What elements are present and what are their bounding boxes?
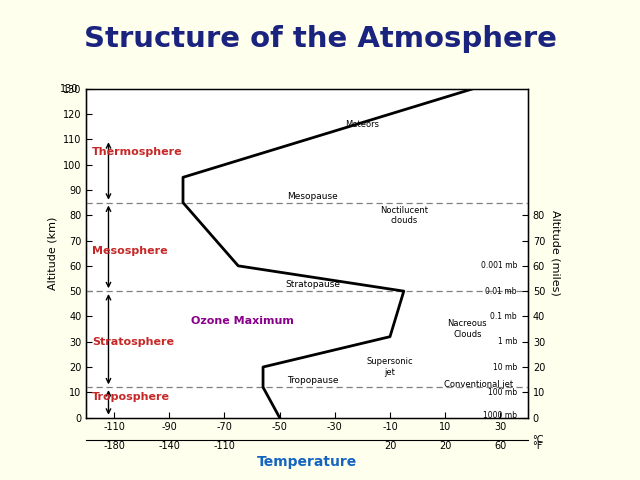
Text: Noctilucent
clouds: Noctilucent clouds bbox=[380, 205, 428, 225]
Text: °C: °C bbox=[532, 435, 543, 445]
Text: Meteors: Meteors bbox=[346, 120, 380, 129]
Text: Stratosphere: Stratosphere bbox=[92, 337, 174, 347]
Text: Conventional jet: Conventional jet bbox=[444, 380, 513, 389]
Text: 10 mb: 10 mb bbox=[493, 362, 517, 372]
Text: Stratopause: Stratopause bbox=[285, 280, 340, 289]
Text: Ozone Maximum: Ozone Maximum bbox=[191, 316, 294, 326]
Text: 0.01 mb: 0.01 mb bbox=[486, 287, 517, 296]
Text: Supersonic
jet: Supersonic jet bbox=[367, 357, 413, 377]
Text: Mesopause: Mesopause bbox=[287, 192, 338, 201]
Text: 1 mb: 1 mb bbox=[497, 337, 517, 346]
Text: Temperature: Temperature bbox=[257, 456, 357, 469]
Text: Nacreous
Clouds: Nacreous Clouds bbox=[447, 319, 487, 339]
Text: Tropopause: Tropopause bbox=[287, 376, 339, 385]
Text: Structure of the Atmosphere: Structure of the Atmosphere bbox=[84, 25, 556, 53]
Text: 130: 130 bbox=[60, 84, 78, 94]
Text: Mesosphere: Mesosphere bbox=[92, 246, 168, 256]
Y-axis label: Altitude (km): Altitude (km) bbox=[47, 216, 58, 290]
Text: °F: °F bbox=[532, 441, 543, 451]
Text: Thermosphere: Thermosphere bbox=[92, 147, 182, 157]
Text: 0.001 mb: 0.001 mb bbox=[481, 261, 517, 270]
Text: 100 mb: 100 mb bbox=[488, 388, 517, 397]
Text: 1000 mb: 1000 mb bbox=[483, 410, 517, 420]
Y-axis label: Altitude (miles): Altitude (miles) bbox=[551, 210, 561, 296]
Text: 0.1 mb: 0.1 mb bbox=[490, 312, 517, 321]
Text: Troposphere: Troposphere bbox=[92, 392, 170, 402]
